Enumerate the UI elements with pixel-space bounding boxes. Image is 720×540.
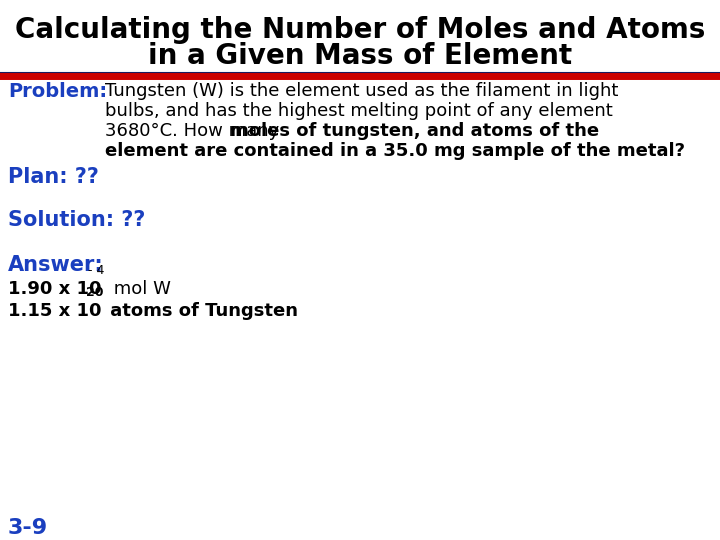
Text: Calculating the Number of Moles and Atoms: Calculating the Number of Moles and Atom… bbox=[15, 16, 705, 44]
Text: 3-9: 3-9 bbox=[8, 518, 48, 538]
Text: Solution: ??: Solution: ?? bbox=[8, 210, 145, 230]
Text: Problem:: Problem: bbox=[8, 82, 107, 101]
Text: Tungsten (W) is the element used as the filament in light: Tungsten (W) is the element used as the … bbox=[105, 82, 618, 100]
Text: in a Given Mass of Element: in a Given Mass of Element bbox=[148, 42, 572, 70]
Text: bulbs, and has the highest melting point of any element: bulbs, and has the highest melting point… bbox=[105, 102, 613, 120]
Text: - 4: - 4 bbox=[84, 264, 104, 277]
Text: moles of tungsten, and atoms of the: moles of tungsten, and atoms of the bbox=[230, 122, 599, 140]
Text: Answer:: Answer: bbox=[8, 255, 104, 275]
Text: 3680°C. How many: 3680°C. How many bbox=[105, 122, 285, 140]
Text: 1.15 x 10: 1.15 x 10 bbox=[8, 302, 102, 320]
Text: atoms of Tungsten: atoms of Tungsten bbox=[104, 302, 298, 320]
Text: Plan: ??: Plan: ?? bbox=[8, 167, 99, 187]
Text: 20: 20 bbox=[86, 286, 104, 299]
Text: mol W: mol W bbox=[108, 280, 171, 298]
Text: 1.90 x 10: 1.90 x 10 bbox=[8, 280, 102, 298]
Text: element are contained in a 35.0 mg sample of the metal?: element are contained in a 35.0 mg sampl… bbox=[105, 142, 685, 160]
